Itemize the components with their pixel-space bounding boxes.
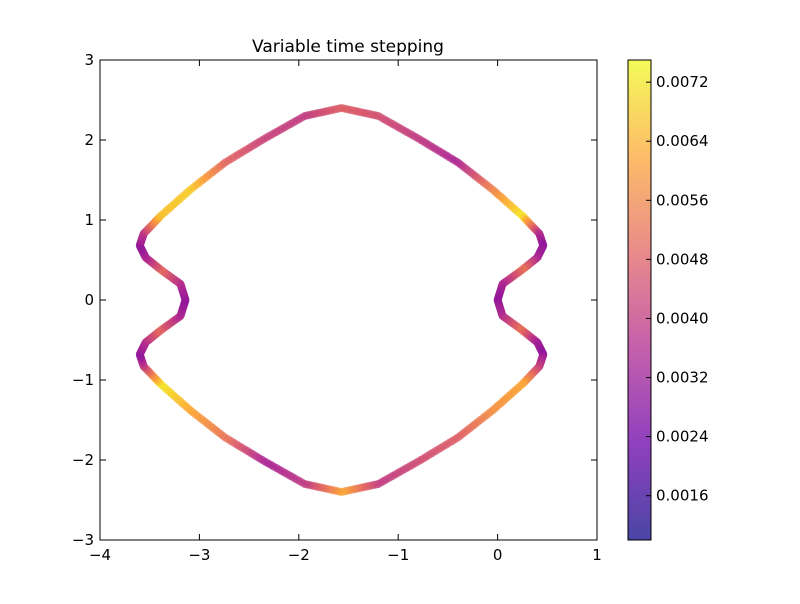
y-tick-label: 0 [84, 291, 94, 309]
y-tick-label: 3 [84, 51, 94, 69]
chart-title: Variable time stepping [252, 37, 444, 57]
colorbar-tick-label: 0.0056 [656, 191, 709, 209]
colorbar-tick-label: 0.0048 [656, 250, 709, 268]
colorbar-tick-label: 0.0032 [656, 369, 709, 387]
x-tick-label: 0 [493, 546, 503, 564]
y-tick-label: −3 [72, 531, 94, 549]
colorbar-tick-label: 0.0024 [656, 428, 709, 446]
y-tick-label: −2 [72, 451, 94, 469]
colorbar-tick-label: 0.0040 [656, 309, 709, 327]
x-tick-label: −2 [288, 546, 310, 564]
colorbar-tick-label: 0.0072 [656, 73, 709, 91]
y-tick-label: −1 [72, 371, 94, 389]
x-tick-label: −3 [188, 546, 210, 564]
x-tick-label: 1 [592, 546, 602, 564]
x-tick-label: −1 [387, 546, 409, 564]
colorbar-tick-label: 0.0016 [656, 487, 709, 505]
colorbar-tick-label: 0.0064 [656, 132, 709, 150]
y-tick-label: 1 [84, 211, 94, 229]
y-tick-label: 2 [84, 131, 94, 149]
colorbar [627, 59, 652, 541]
scatter-point [334, 104, 343, 113]
plot-frame [99, 59, 598, 541]
x-tick-label: −4 [89, 546, 111, 564]
